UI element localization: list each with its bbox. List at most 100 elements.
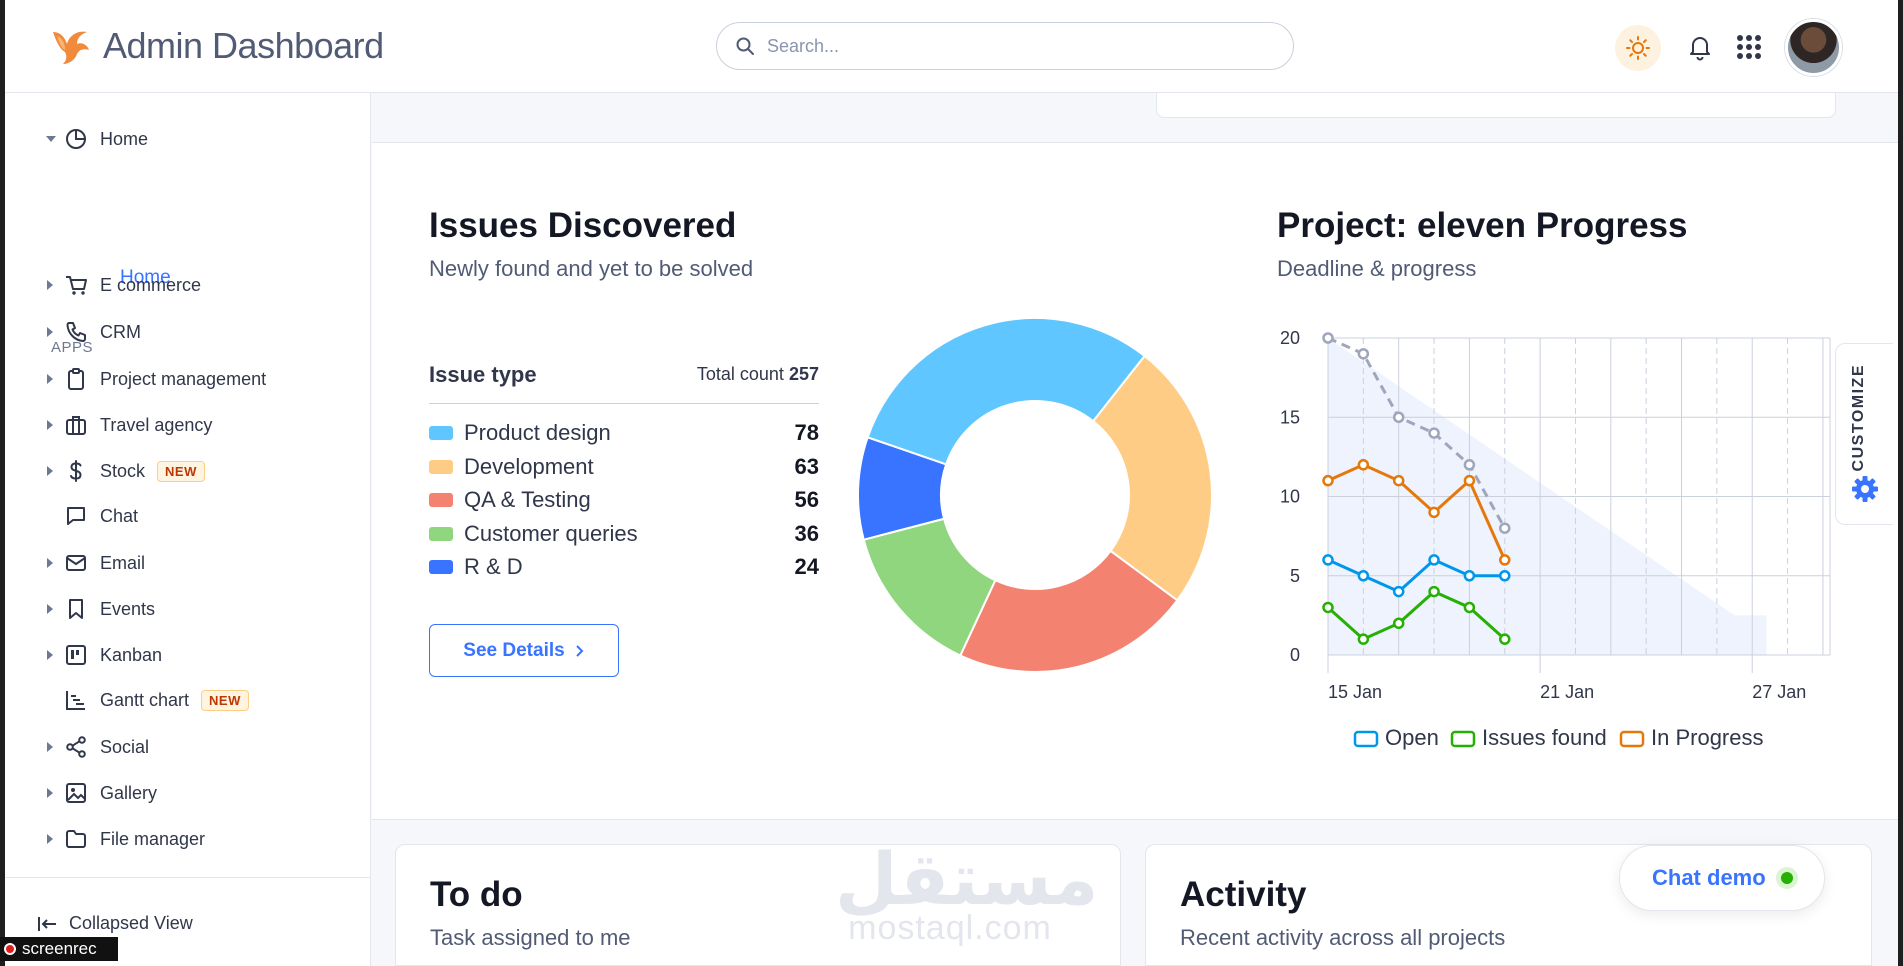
user-avatar[interactable] bbox=[1785, 19, 1842, 76]
customize-panel-toggle[interactable]: CUSTOMIZE bbox=[1835, 343, 1893, 525]
activity-subtitle: Recent activity across all projects bbox=[1180, 925, 1506, 950]
x-tick-label: 27 Jan bbox=[1752, 682, 1806, 702]
sidebar-item-social[interactable]: Social bbox=[5, 729, 371, 765]
pie-chart-icon bbox=[63, 126, 89, 152]
data-point-in-progress[interactable] bbox=[1499, 554, 1511, 566]
issue-count: 78 bbox=[794, 420, 819, 445]
donut-slice-development[interactable] bbox=[1091, 354, 1213, 602]
legend-swatch[interactable] bbox=[1619, 730, 1645, 748]
see-details-button[interactable]: See Details bbox=[429, 624, 619, 677]
sidebar-item-label: E commerce bbox=[100, 274, 202, 295]
burndown-point[interactable] bbox=[1322, 332, 1334, 344]
burndown-line bbox=[1327, 336, 1507, 529]
share-icon bbox=[63, 734, 89, 760]
sidebar-item-label: File manager bbox=[100, 828, 206, 849]
legend-swatch[interactable] bbox=[1450, 730, 1476, 748]
data-point-in-progress[interactable] bbox=[1322, 474, 1334, 487]
sidebar-item-gallery[interactable]: Gallery bbox=[5, 775, 371, 811]
data-point-issues-found[interactable] bbox=[1428, 585, 1440, 598]
data-point-open[interactable] bbox=[1392, 585, 1405, 598]
data-point-open[interactable] bbox=[1499, 570, 1511, 582]
data-point-open[interactable] bbox=[1357, 570, 1370, 582]
data-point-in-progress[interactable] bbox=[1463, 474, 1476, 487]
sidebar-item-file-manager[interactable]: File manager bbox=[5, 821, 371, 857]
search-input[interactable] bbox=[767, 35, 1247, 57]
sidebar-item-kanban[interactable]: Kanban bbox=[5, 637, 371, 673]
sidebar-item-e-commerce[interactable]: E commerce bbox=[5, 267, 371, 303]
burndown-point[interactable] bbox=[1428, 427, 1440, 439]
series-line-open bbox=[1327, 558, 1505, 594]
apps-grid-icon[interactable] bbox=[1735, 33, 1763, 61]
data-point-issues-found[interactable] bbox=[1322, 601, 1334, 614]
legend-swatch bbox=[429, 426, 453, 440]
sidebar-item-label: Kanban bbox=[100, 644, 163, 665]
series-line-issues-found bbox=[1326, 589, 1506, 641]
sun-icon bbox=[1626, 36, 1650, 60]
burndown-point[interactable] bbox=[1499, 522, 1511, 534]
brand[interactable]: Admin Dashboard bbox=[47, 22, 384, 70]
data-point-issues-found[interactable] bbox=[1499, 633, 1511, 645]
issue-count: 24 bbox=[794, 554, 819, 579]
issue-legend-row: Development 63 bbox=[429, 452, 819, 482]
issue-table-header: Issue type Total count 257 bbox=[429, 358, 819, 404]
burndown-point[interactable] bbox=[1357, 348, 1370, 360]
data-point-issues-found[interactable] bbox=[1463, 601, 1476, 614]
legend-swatch[interactable] bbox=[1353, 730, 1379, 748]
theme-toggle-button[interactable] bbox=[1615, 25, 1661, 71]
sidebar-item-label: Social bbox=[100, 736, 150, 757]
donut-slice-qa-testing[interactable] bbox=[958, 549, 1179, 673]
search-box[interactable] bbox=[716, 22, 1294, 70]
card-stub bbox=[1156, 93, 1836, 118]
phoenix-logo-icon bbox=[53, 31, 89, 64]
sidebar-subitem-home[interactable]: Home bbox=[120, 267, 171, 288]
sidebar-item-gantt-chart[interactable]: Gantt chart NEW bbox=[5, 682, 371, 718]
burndown-point[interactable] bbox=[1463, 459, 1476, 471]
sidebar-item-label: Gantt chart NEW bbox=[100, 689, 249, 711]
sidebar-item-project-management[interactable]: Project management bbox=[5, 361, 371, 397]
burndown-point[interactable] bbox=[1392, 411, 1405, 423]
chevron-right-icon bbox=[47, 558, 53, 568]
sidebar-item-travel-agency[interactable]: Travel agency bbox=[5, 407, 371, 443]
sidebar-item-home[interactable]: Home bbox=[5, 121, 371, 157]
sidebar-item-email[interactable]: Email bbox=[5, 545, 371, 581]
total-count: Total count 257 bbox=[696, 364, 819, 384]
donut-slice-product-design[interactable] bbox=[866, 317, 1147, 466]
donut-slice-r-d[interactable] bbox=[857, 436, 948, 541]
dollar-icon bbox=[63, 458, 89, 484]
y-tick-label: 5 bbox=[1290, 566, 1300, 586]
legend-swatch bbox=[429, 526, 453, 541]
data-point-issues-found[interactable] bbox=[1357, 633, 1370, 645]
chevron-right-icon bbox=[47, 420, 53, 430]
legend-swatch bbox=[429, 560, 453, 574]
data-point-in-progress[interactable] bbox=[1392, 474, 1405, 487]
data-point-in-progress[interactable] bbox=[1428, 506, 1440, 519]
data-point-open[interactable] bbox=[1463, 570, 1476, 582]
chevron-down-icon bbox=[46, 136, 56, 142]
issues-donut-chart bbox=[857, 317, 1213, 673]
legend-label[interactable]: Issues found bbox=[1482, 725, 1607, 750]
sidebar-item-crm[interactable]: CRM bbox=[5, 314, 371, 350]
chevron-right-icon bbox=[575, 644, 584, 657]
bell-icon[interactable] bbox=[1685, 32, 1715, 62]
sidebar-item-chat[interactable]: Chat bbox=[5, 498, 371, 534]
briefcase-icon bbox=[63, 412, 89, 438]
chevron-right-icon bbox=[47, 466, 53, 476]
x-tick-label: 15 Jan bbox=[1328, 682, 1382, 702]
window-frame-left bbox=[0, 0, 5, 966]
sidebar-item-events[interactable]: Events bbox=[5, 591, 371, 627]
data-point-open[interactable] bbox=[1322, 554, 1334, 566]
data-point-issues-found[interactable] bbox=[1392, 617, 1405, 630]
sidebar-item-stock[interactable]: Stock NEW bbox=[5, 453, 371, 489]
mail-icon bbox=[63, 550, 89, 576]
screen-recorder-badge: screenrec bbox=[0, 937, 118, 961]
chevron-right-icon bbox=[47, 834, 53, 844]
chat-demo-button[interactable]: Chat demo bbox=[1619, 845, 1825, 911]
customize-label: CUSTOMIZE bbox=[1850, 364, 1867, 472]
legend-label[interactable]: Open bbox=[1385, 725, 1439, 750]
progress-title: Project: eleven Progress bbox=[1277, 206, 1688, 245]
data-point-in-progress[interactable] bbox=[1357, 459, 1370, 471]
legend-label[interactable]: In Progress bbox=[1651, 725, 1764, 750]
collapsed-view-button[interactable]: Collapsed View bbox=[37, 913, 193, 934]
issue-legend-row: QA & Testing 56 bbox=[429, 485, 819, 515]
data-point-open[interactable] bbox=[1428, 554, 1440, 566]
